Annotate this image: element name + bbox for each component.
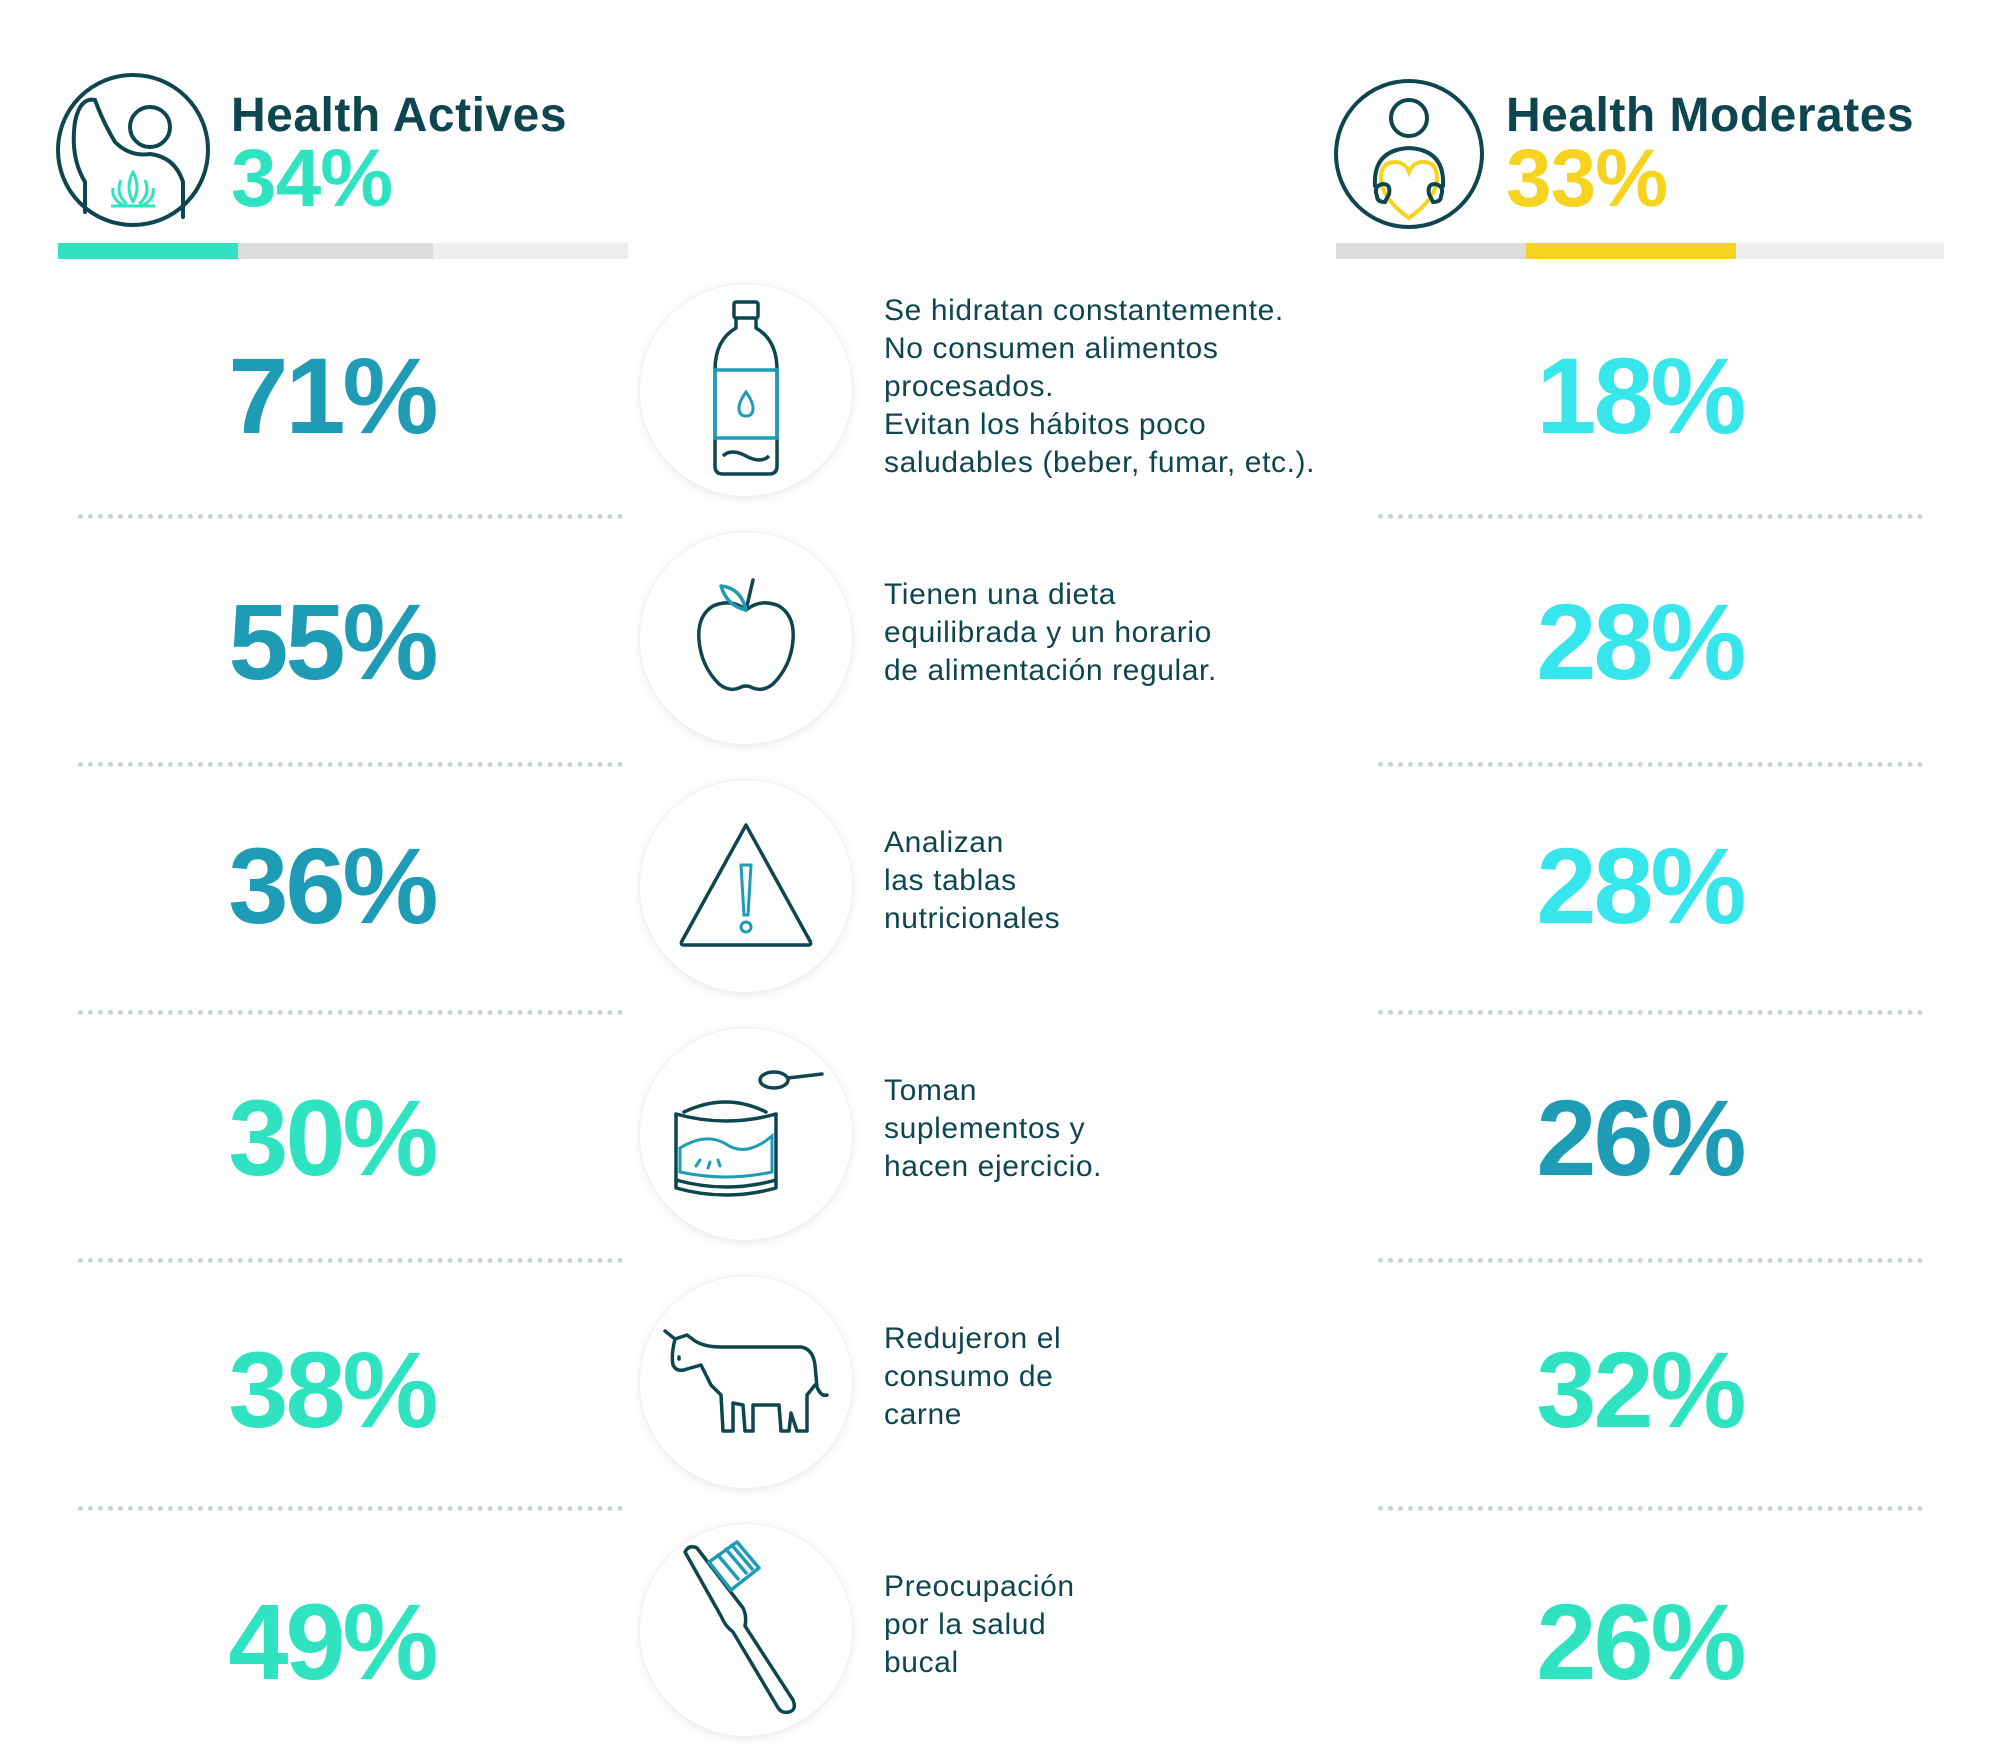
left-row-percent: 38%	[228, 1329, 438, 1450]
left-row-percent: 55%	[228, 581, 438, 702]
row-divider-left	[78, 514, 623, 519]
warning-triangle-icon	[676, 819, 816, 954]
right-row-percent: 28%	[1536, 581, 1746, 702]
row-icon-circle	[640, 532, 852, 744]
row-divider-right	[1378, 1010, 1923, 1015]
person-lotus-icon	[55, 72, 211, 228]
right-row-percent: 18%	[1536, 335, 1746, 456]
right-group-percent: 33%	[1506, 133, 1668, 224]
water-bottle-icon	[701, 298, 791, 483]
behavior-row: 36% Analizan las tablas nutricionales 28…	[0, 776, 2000, 1016]
behavior-row: 71% Se hidratan constantemente. No consu…	[0, 280, 2000, 520]
behavior-row: 38% Redujeron el consumo de carne 32%	[0, 1272, 2000, 1512]
row-divider-right	[1378, 514, 1923, 519]
row-divider-left	[78, 1506, 623, 1511]
right-bar-active-segment	[1526, 243, 1736, 259]
toothbrush-icon	[681, 1538, 811, 1723]
cow-icon	[661, 1325, 831, 1440]
row-description: Toman suplementos y hacen ejercicio.	[884, 1074, 1103, 1183]
right-row-percent: 28%	[1536, 825, 1746, 946]
right-row-percent: 26%	[1536, 1581, 1746, 1702]
behavior-row: 30% Toman suplementos y hacen ejercicio.…	[0, 1024, 2000, 1264]
left-bar-active-segment	[58, 243, 238, 259]
behavior-row: 55% Tienen una dieta equilibrada y un ho…	[0, 528, 2000, 768]
row-divider-left	[78, 762, 623, 767]
left-row-percent: 49%	[228, 1581, 438, 1702]
row-divider-left	[78, 1258, 623, 1263]
row-icon-circle	[640, 780, 852, 992]
right-row-percent: 26%	[1536, 1077, 1746, 1198]
row-icon-circle	[640, 1524, 852, 1736]
left-bar-segment-3	[433, 243, 628, 259]
left-distribution-bar	[58, 243, 628, 259]
row-divider-left	[78, 1010, 623, 1015]
left-bar-segment-2	[238, 243, 433, 259]
left-group-percent: 34%	[231, 133, 393, 224]
row-divider-right	[1378, 762, 1923, 767]
behavior-row: 49% Preocupación por la salud bucal 26%	[0, 1520, 2000, 1749]
row-divider-right	[1378, 1506, 1923, 1511]
row-description: Preocupación por la salud bucal	[884, 1570, 1075, 1679]
row-description: Analizan las tablas nutricionales	[884, 826, 1061, 935]
row-description: Se hidratan constantemente. No consumen …	[884, 294, 1316, 479]
row-description: Redujeron el consumo de carne	[884, 1322, 1062, 1431]
right-group-title: Health Moderates	[1506, 89, 1915, 142]
person-heart-icon	[1333, 78, 1485, 230]
row-icon-circle	[640, 284, 852, 496]
apple-icon	[691, 576, 801, 701]
row-divider-right	[1378, 1258, 1923, 1263]
right-bar-segment-1	[1336, 243, 1526, 259]
right-bar-segment-3	[1736, 243, 1944, 259]
supplement-can-icon	[666, 1062, 826, 1207]
row-icon-circle	[640, 1276, 852, 1488]
right-row-percent: 32%	[1536, 1329, 1746, 1450]
right-distribution-bar	[1336, 243, 1944, 259]
row-description: Tienen una dieta equilibrada y un horari…	[884, 578, 1217, 687]
row-icon-circle	[640, 1028, 852, 1240]
left-row-percent: 36%	[228, 825, 438, 946]
left-group-title: Health Actives	[231, 89, 568, 142]
left-row-percent: 71%	[228, 335, 438, 456]
left-row-percent: 30%	[228, 1077, 438, 1198]
